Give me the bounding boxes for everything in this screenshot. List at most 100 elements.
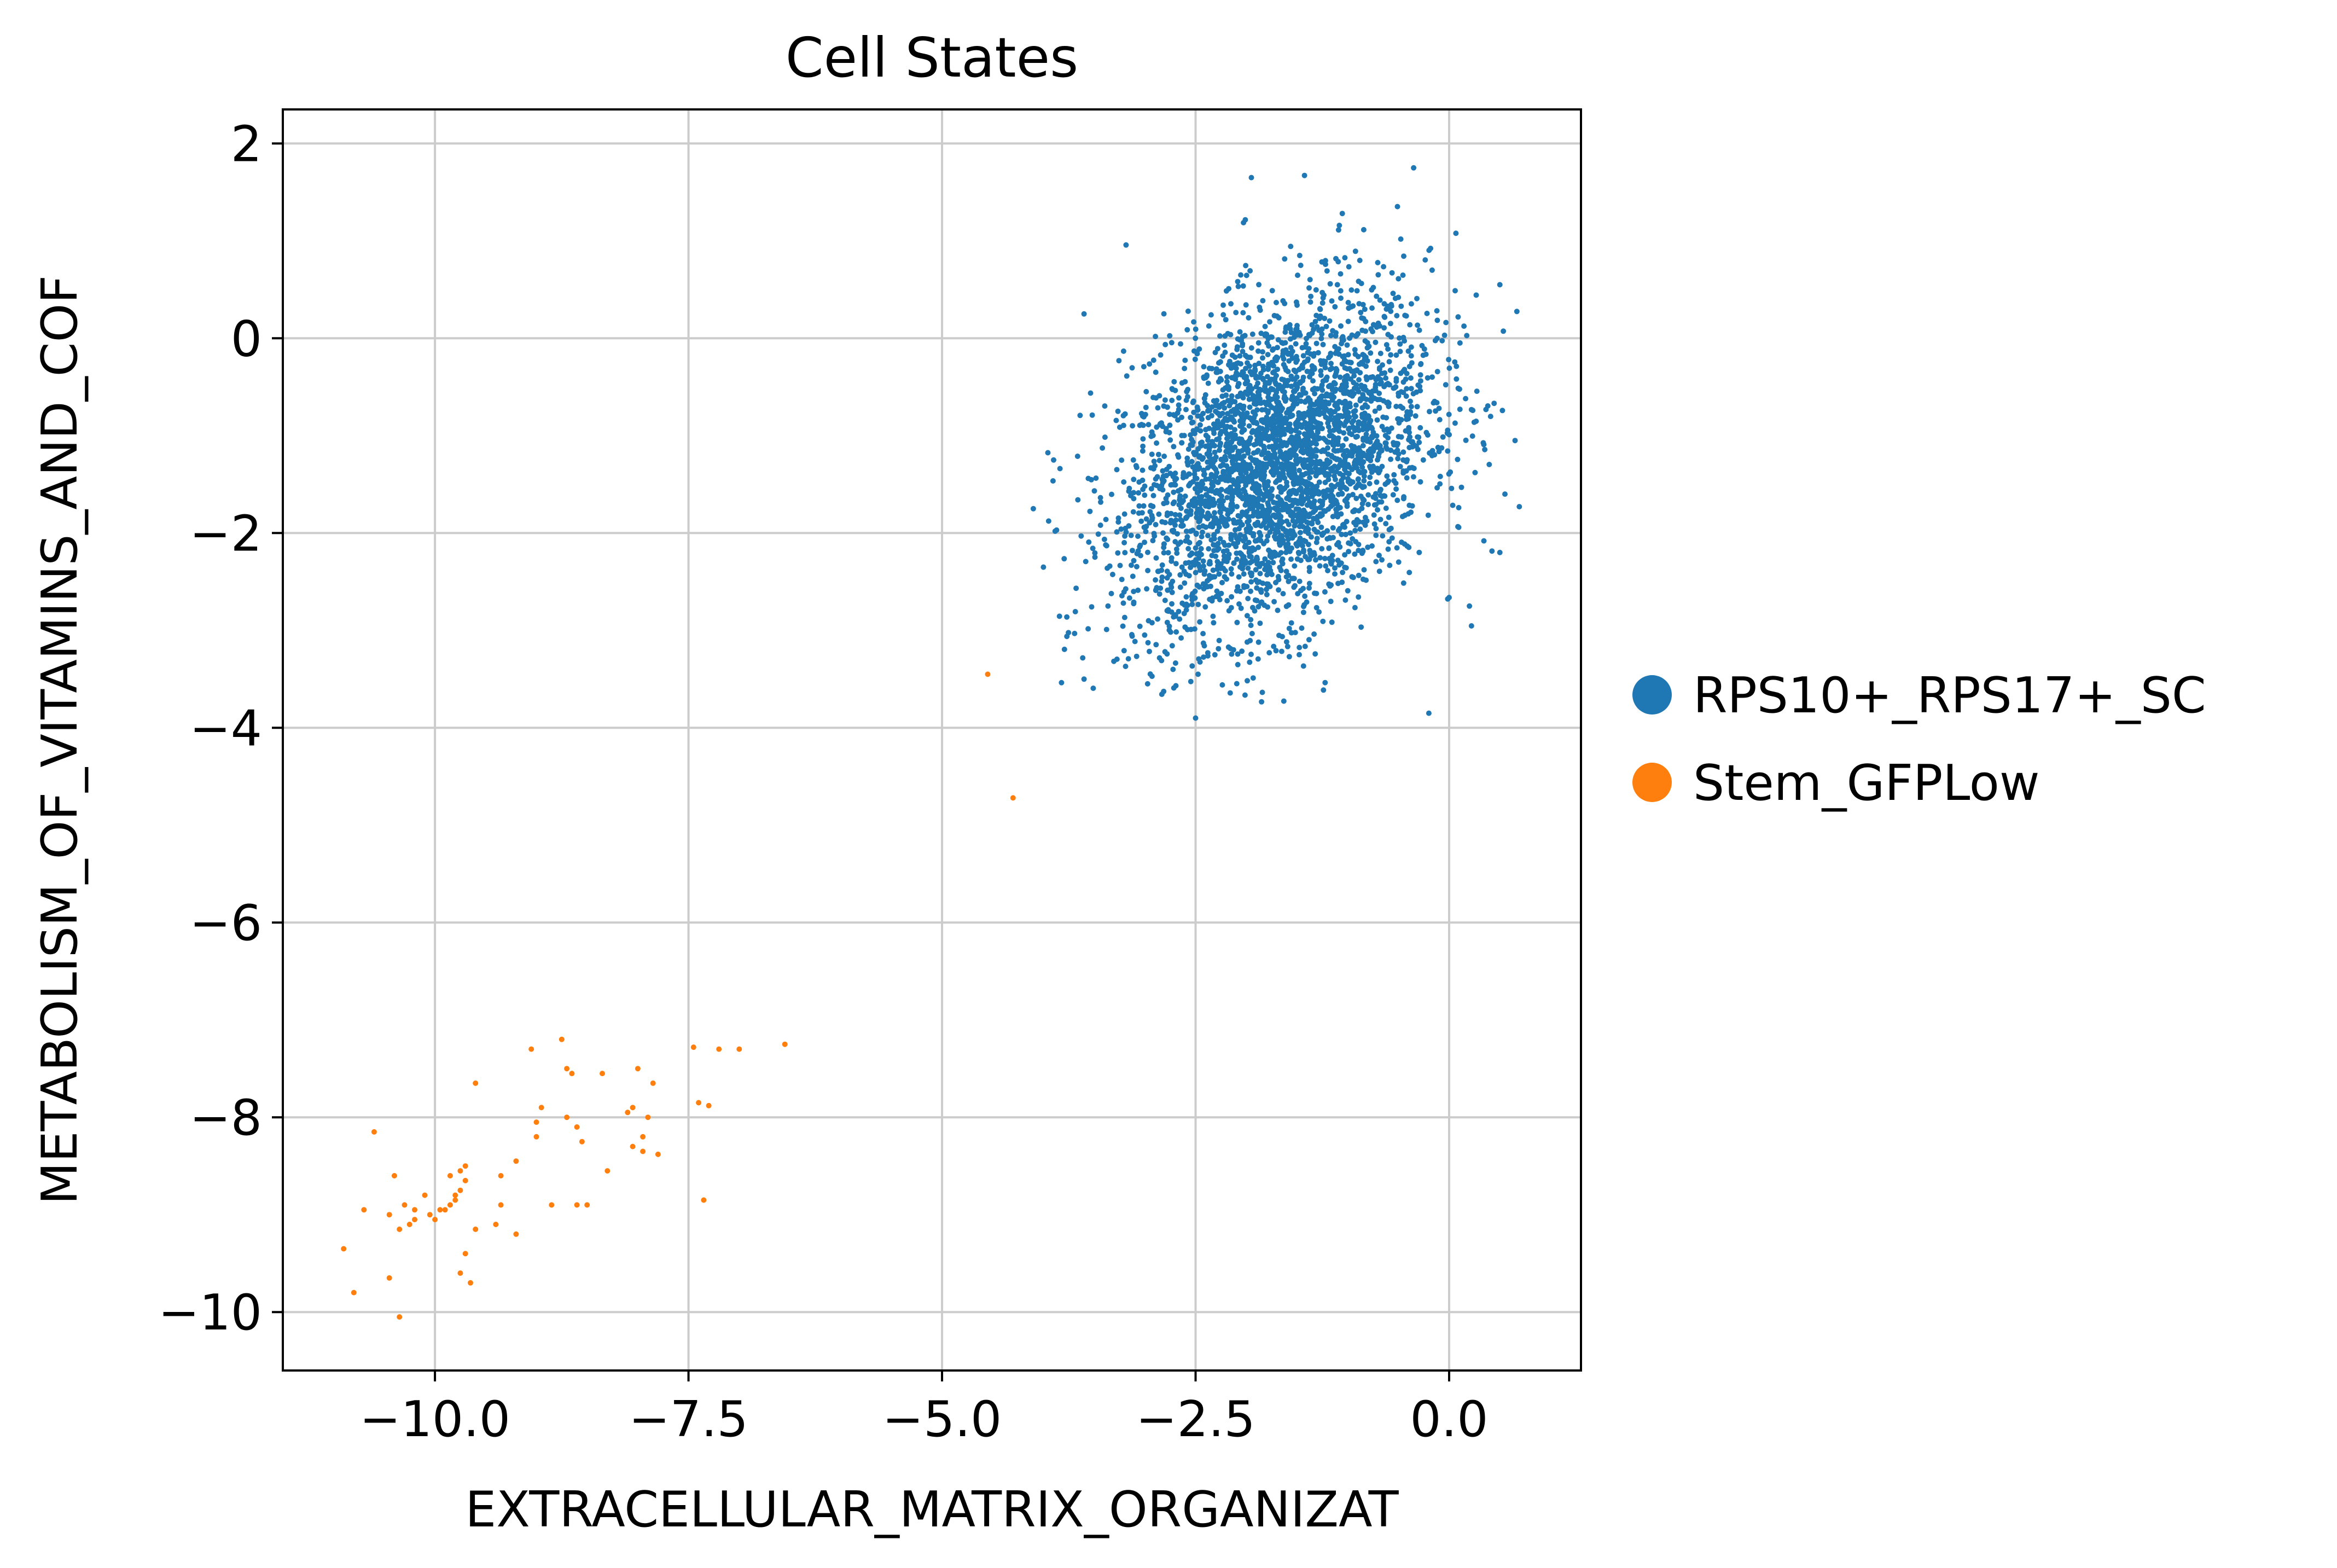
data-point-stem-gfplow bbox=[386, 1275, 392, 1281]
data-point-rps10 bbox=[1197, 422, 1203, 428]
data-point-stem-gfplow bbox=[397, 1314, 403, 1320]
data-point-rps10 bbox=[1380, 533, 1386, 539]
data-point-rps10 bbox=[1207, 523, 1213, 529]
data-point-rps10 bbox=[1172, 471, 1178, 476]
data-point-rps10 bbox=[1191, 562, 1197, 568]
data-point-rps10 bbox=[1375, 272, 1381, 278]
data-point-rps10 bbox=[1260, 298, 1266, 304]
data-point-rps10 bbox=[1229, 571, 1235, 577]
data-point-rps10 bbox=[1225, 478, 1231, 484]
data-point-rps10 bbox=[1200, 640, 1206, 646]
data-point-rps10 bbox=[1327, 367, 1333, 373]
data-point-rps10 bbox=[1223, 317, 1229, 323]
data-point-rps10 bbox=[1193, 570, 1199, 576]
data-point-rps10 bbox=[1103, 542, 1109, 548]
data-point-rps10 bbox=[1081, 311, 1087, 317]
data-point-rps10 bbox=[1248, 617, 1254, 623]
data-point-rps10 bbox=[1202, 400, 1208, 406]
data-point-rps10 bbox=[1248, 652, 1254, 657]
data-point-rps10 bbox=[1281, 698, 1287, 704]
data-point-rps10 bbox=[1131, 599, 1137, 605]
data-point-rps10 bbox=[1132, 638, 1138, 644]
data-point-rps10 bbox=[1179, 523, 1185, 529]
data-point-rps10 bbox=[1286, 602, 1292, 608]
data-point-rps10 bbox=[1312, 651, 1318, 657]
data-point-rps10 bbox=[1090, 545, 1096, 551]
data-point-rps10 bbox=[1261, 435, 1268, 441]
data-point-rps10 bbox=[1113, 417, 1119, 423]
data-point-rps10 bbox=[1280, 348, 1286, 354]
data-point-rps10 bbox=[1205, 516, 1211, 522]
data-point-rps10 bbox=[1154, 440, 1160, 446]
data-point-rps10 bbox=[1215, 563, 1221, 569]
data-point-rps10 bbox=[1356, 508, 1362, 514]
data-point-rps10 bbox=[1322, 365, 1328, 371]
data-point-rps10 bbox=[1146, 422, 1152, 428]
data-point-rps10 bbox=[1208, 413, 1214, 419]
data-point-rps10 bbox=[1404, 475, 1410, 481]
data-point-rps10 bbox=[1045, 450, 1051, 456]
data-point-rps10 bbox=[1123, 242, 1129, 248]
data-point-rps10 bbox=[1251, 394, 1257, 400]
data-point-rps10 bbox=[1239, 448, 1245, 454]
data-point-rps10 bbox=[1290, 576, 1297, 582]
data-point-rps10 bbox=[1296, 540, 1302, 546]
data-point-rps10 bbox=[1295, 549, 1301, 555]
data-point-rps10 bbox=[1342, 498, 1348, 503]
data-point-rps10 bbox=[1293, 506, 1299, 512]
data-point-rps10 bbox=[1155, 568, 1161, 574]
data-point-rps10 bbox=[1351, 508, 1357, 514]
data-point-rps10 bbox=[1197, 539, 1202, 545]
data-point-stem-gfplow bbox=[513, 1231, 519, 1237]
data-point-rps10 bbox=[1153, 642, 1159, 648]
data-point-rps10 bbox=[1130, 423, 1136, 429]
data-point-rps10 bbox=[1289, 406, 1295, 412]
data-point-rps10 bbox=[1303, 554, 1309, 560]
data-point-rps10 bbox=[1225, 434, 1231, 440]
data-point-rps10 bbox=[1238, 522, 1244, 529]
data-point-rps10 bbox=[1143, 516, 1149, 522]
data-point-rps10 bbox=[1162, 397, 1168, 403]
data-point-rps10 bbox=[1362, 338, 1368, 344]
data-point-rps10 bbox=[1443, 382, 1449, 388]
data-point-rps10 bbox=[1333, 507, 1339, 513]
data-point-rps10 bbox=[1211, 620, 1217, 626]
data-point-rps10 bbox=[1367, 481, 1373, 486]
data-point-rps10 bbox=[1327, 318, 1333, 324]
data-point-rps10 bbox=[1223, 488, 1229, 494]
data-point-rps10 bbox=[1229, 651, 1235, 657]
data-point-rps10 bbox=[1344, 448, 1350, 454]
data-point-rps10 bbox=[1142, 411, 1148, 417]
data-point-rps10 bbox=[1303, 412, 1308, 418]
data-point-rps10 bbox=[1422, 257, 1428, 263]
data-point-rps10 bbox=[1379, 557, 1385, 563]
data-point-rps10 bbox=[1188, 678, 1194, 684]
data-point-rps10 bbox=[1205, 380, 1211, 386]
data-point-rps10 bbox=[1235, 584, 1241, 590]
data-point-rps10 bbox=[1257, 620, 1263, 626]
data-point-rps10 bbox=[1182, 493, 1188, 499]
data-point-rps10 bbox=[1259, 699, 1265, 705]
data-point-rps10 bbox=[1201, 472, 1207, 478]
data-point-rps10 bbox=[1225, 644, 1231, 650]
data-point-rps10 bbox=[1288, 243, 1294, 249]
data-point-rps10 bbox=[1295, 512, 1301, 518]
data-point-rps10 bbox=[1131, 557, 1137, 564]
data-point-rps10 bbox=[1216, 435, 1222, 442]
data-point-rps10 bbox=[1383, 444, 1389, 450]
data-point-rps10 bbox=[1387, 562, 1393, 568]
data-point-rps10 bbox=[1357, 526, 1363, 532]
data-point-rps10 bbox=[1236, 574, 1242, 580]
data-point-rps10 bbox=[1294, 400, 1300, 406]
data-point-rps10 bbox=[1415, 446, 1421, 452]
data-point-rps10 bbox=[1381, 325, 1387, 331]
data-point-rps10 bbox=[1262, 323, 1268, 329]
data-point-rps10 bbox=[1325, 568, 1330, 573]
data-point-rps10 bbox=[1335, 435, 1341, 441]
data-point-rps10 bbox=[1328, 483, 1334, 489]
data-point-rps10 bbox=[1234, 483, 1240, 489]
data-point-rps10 bbox=[1105, 603, 1111, 609]
data-point-rps10 bbox=[1323, 377, 1329, 383]
data-point-rps10 bbox=[1193, 545, 1199, 551]
data-point-rps10 bbox=[1376, 451, 1382, 457]
